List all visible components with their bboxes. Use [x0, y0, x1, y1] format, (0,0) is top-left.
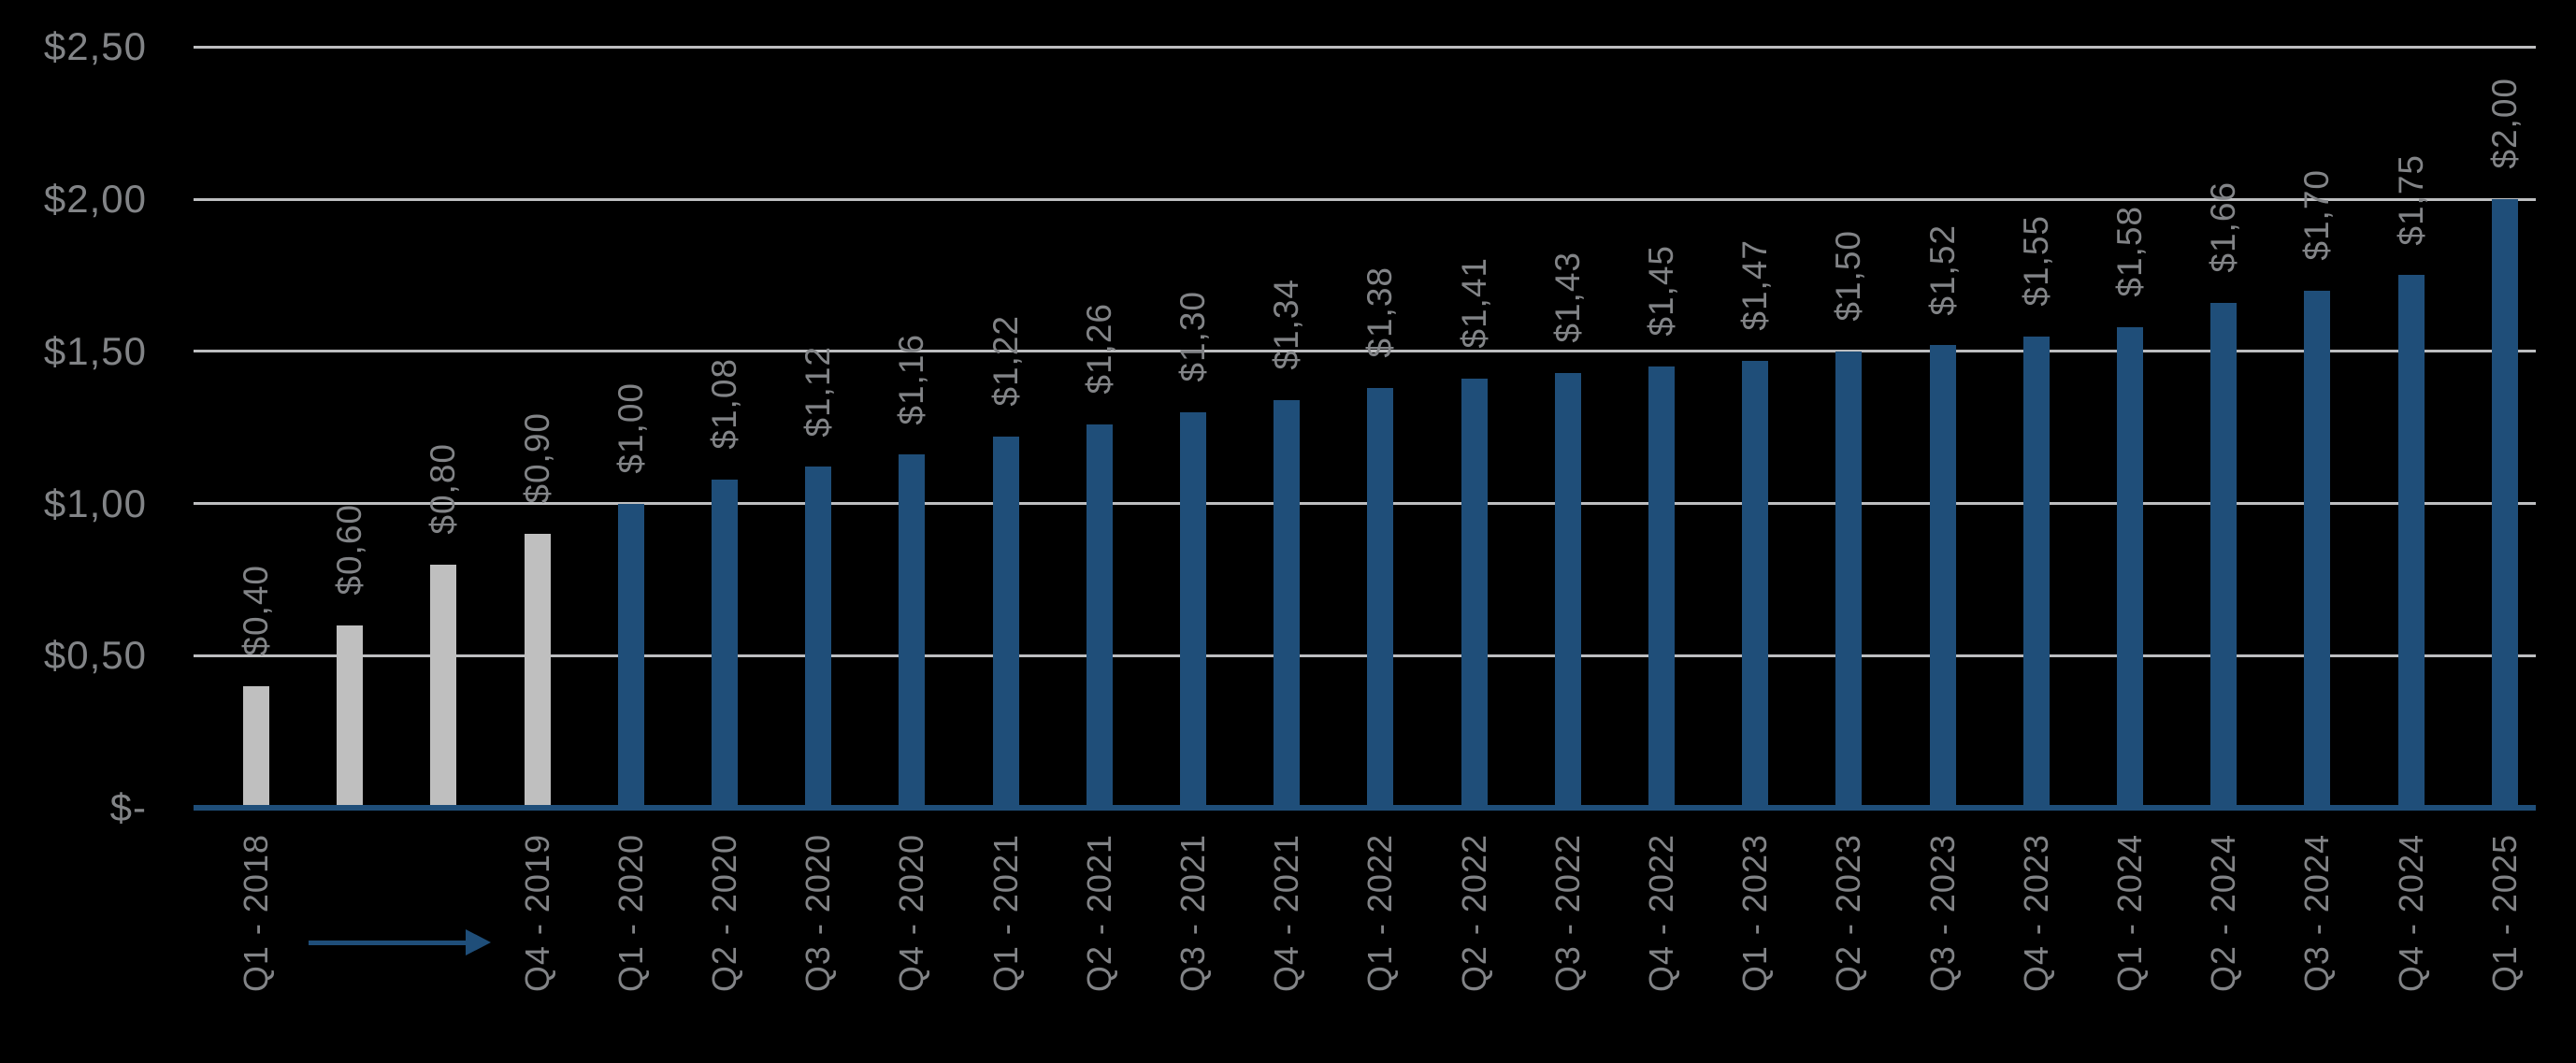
bar-value-label: $1,50 [1829, 230, 1868, 322]
y-axis-tick-label: $2,00 [43, 177, 147, 221]
bar [1367, 387, 1394, 810]
bar-value-label: $0,60 [330, 504, 369, 596]
bar-value-label: $1,22 [986, 315, 1025, 407]
bar-value-label: $1,75 [2391, 153, 2430, 246]
bar-value-label: $1,41 [1454, 257, 1493, 349]
x-axis-tick-label: Q3 - 2024 [2297, 834, 2337, 993]
bar [1835, 351, 1863, 811]
bar-value-label: $1,38 [1360, 266, 1400, 358]
bar [1274, 399, 1301, 810]
arrow-shaft [309, 941, 469, 945]
x-axis-tick-label: Q4 - 2024 [2391, 834, 2430, 993]
bar-value-label: $1,66 [2204, 181, 2243, 273]
bar [899, 454, 926, 810]
bar [712, 479, 738, 810]
bar-value-label: $1,52 [1922, 223, 1962, 316]
bar-value-label: $1,16 [892, 333, 931, 425]
y-axis-tick-label: $1,50 [43, 328, 147, 373]
x-axis-tick-label: Q4 - 2022 [1642, 834, 1680, 993]
x-axis-tick-label: Q4 - 2020 [892, 834, 931, 993]
bar-value-label: $1,00 [611, 381, 650, 474]
bar [992, 436, 1019, 810]
y-axis-tick-label: $- [109, 785, 147, 829]
bar-value-label: $1,08 [705, 357, 743, 450]
bar [1648, 366, 1675, 810]
x-axis-tick-label: Q3 - 2020 [799, 834, 838, 993]
bar-value-label: $1,26 [1079, 303, 1118, 395]
bar-value-label: $1,70 [2297, 169, 2337, 261]
bar [1929, 345, 1956, 810]
bar-value-label: $1,12 [799, 345, 838, 438]
bar-value-label: $1,43 [1547, 251, 1587, 343]
bar [1086, 424, 1113, 810]
bar [2022, 336, 2050, 810]
bar [430, 564, 457, 810]
bar [337, 625, 364, 810]
x-axis-tick-label: Q2 - 2023 [1829, 834, 1868, 993]
bar [1742, 360, 1769, 810]
bar-value-label: $1,47 [1735, 238, 1775, 331]
y-axis-tick-label: $2,50 [43, 24, 147, 69]
bar-value-label: $0,90 [517, 412, 556, 504]
bar-value-label: $2,00 [2484, 78, 2524, 169]
bar [1554, 372, 1581, 810]
x-axis-tick-label: Q2 - 2021 [1079, 834, 1118, 993]
x-axis-tick-label: Q2 - 2022 [1454, 834, 1493, 993]
x-axis-tick-label: Q2 - 2020 [705, 834, 743, 993]
bar-value-label: $1,58 [2110, 206, 2149, 297]
x-axis-tick-label: Q4 - 2021 [1267, 834, 1306, 993]
gridline [194, 45, 2536, 49]
bar-value-label: $0,40 [237, 565, 275, 656]
bar-value-label: $1,34 [1267, 279, 1306, 370]
x-axis-tick-label: Q3 - 2021 [1173, 834, 1212, 993]
x-axis-tick-label: Q1 - 2025 [2484, 834, 2524, 993]
x-axis-tick-label: Q1 - 2023 [1735, 834, 1775, 993]
bar [617, 503, 644, 810]
bar-value-label: $0,80 [424, 443, 463, 535]
gridline [194, 502, 2536, 505]
x-axis-tick-label: Q1 - 2024 [2110, 834, 2149, 993]
x-axis-tick-label: Q3 - 2022 [1547, 834, 1587, 993]
x-axis-tick-label: Q1 - 2020 [611, 834, 650, 993]
bar-value-label: $1,30 [1173, 291, 1212, 382]
y-axis-tick-label: $1,00 [43, 481, 147, 525]
gridline [194, 654, 2536, 657]
x-axis-tick-label: Q1 - 2018 [237, 834, 275, 993]
bar [2304, 290, 2331, 810]
x-axis-tick-label: Q1 - 2021 [986, 834, 1025, 993]
x-axis-tick-label: Q2 - 2024 [2204, 834, 2243, 993]
x-axis-tick-label: Q1 - 2022 [1360, 834, 1400, 993]
bar [2491, 199, 2518, 810]
x-axis-tick-label: Q4 - 2019 [517, 834, 556, 993]
bar [2117, 326, 2143, 810]
gridline [194, 197, 2536, 201]
bar [524, 534, 551, 810]
y-axis-tick-label: $0,50 [43, 633, 147, 678]
gridline [194, 350, 2536, 353]
bar [2397, 275, 2425, 810]
bar-value-label: $1,45 [1642, 245, 1680, 337]
bar [1461, 379, 1488, 810]
bar [1180, 411, 1206, 810]
x-axis-line [194, 805, 2536, 811]
x-axis-tick-label: Q4 - 2023 [2016, 834, 2055, 993]
bar [243, 685, 269, 810]
bar-value-label: $1,55 [2016, 214, 2055, 307]
x-axis-tick-label: Q3 - 2023 [1922, 834, 1962, 993]
bar [2210, 302, 2238, 810]
arrow-head-icon [466, 929, 491, 955]
bar [805, 467, 832, 810]
